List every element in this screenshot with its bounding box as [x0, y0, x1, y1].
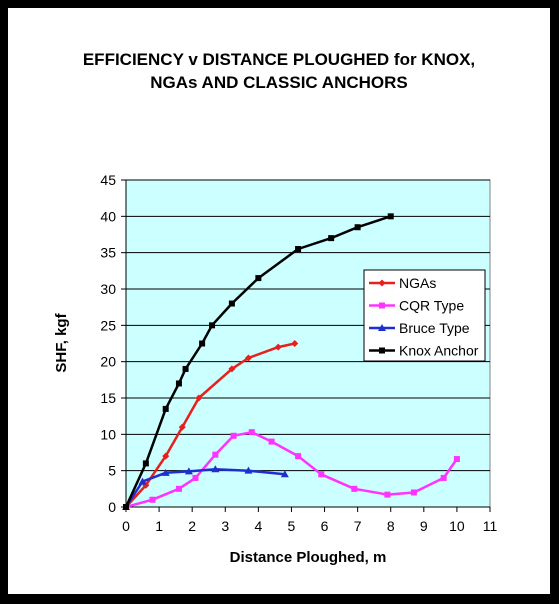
data-point-knox-anchor: [162, 405, 169, 412]
series-cqr-type: [123, 429, 460, 510]
x-tick-label: 10: [449, 518, 465, 534]
legend-label: Bruce Type: [399, 320, 470, 336]
data-point-knox-anchor: [387, 213, 394, 220]
y-tick-label: 15: [100, 390, 116, 406]
data-point-cqr-type: [212, 451, 219, 458]
data-point-knox-anchor: [295, 246, 302, 253]
x-tick-label: 5: [288, 518, 296, 534]
y-tick-label: 35: [100, 245, 116, 261]
data-point-cqr-type: [351, 485, 358, 492]
data-point-bruce-type: [161, 468, 170, 476]
data-point-knox-anchor: [228, 300, 235, 307]
x-tick-label: 7: [354, 518, 362, 534]
y-tick-label: 0: [108, 499, 116, 515]
x-tick-label: 3: [221, 518, 229, 534]
data-point-cqr-type: [453, 456, 460, 463]
legend-marker: [378, 324, 386, 331]
y-tick-label: 40: [100, 208, 116, 224]
legend-item-ngas: NGAs: [369, 275, 436, 291]
y-tick-label: 30: [100, 281, 116, 297]
legend: NGAs CQR Type Bruce Type Knox Anchor: [363, 269, 486, 362]
x-tick-label: 1: [155, 518, 163, 534]
data-point-ngas: [162, 452, 170, 460]
data-point-cqr-type: [192, 474, 199, 481]
data-point-cqr-type: [175, 485, 182, 492]
legend-label: NGAs: [399, 275, 436, 291]
data-point-ngas: [178, 423, 186, 431]
legend-item-knox-anchor: Knox Anchor: [369, 343, 479, 359]
data-point-ngas: [274, 343, 282, 351]
x-tick-label: 11: [483, 518, 498, 534]
chart-title: EFFICIENCY v DISTANCE PLOUGHED for KNOX,…: [8, 48, 550, 94]
y-axis-label: SHF, kgf: [53, 312, 70, 372]
data-point-knox-anchor: [199, 340, 206, 347]
data-point-knox-anchor: [328, 235, 335, 242]
y-tick-label: 10: [100, 426, 116, 442]
y-tick-label: 25: [100, 317, 116, 333]
series-ngas: [122, 340, 299, 511]
series-knox-anchor: [123, 213, 394, 510]
data-point-cqr-type: [410, 489, 417, 496]
data-point-cqr-type: [295, 453, 302, 460]
data-point-knox-anchor: [182, 365, 189, 372]
data-point-cqr-type: [149, 496, 156, 503]
legend-marker: [379, 347, 385, 354]
data-point-knox-anchor: [123, 504, 129, 510]
data-point-cqr-type: [440, 474, 447, 481]
x-tick-label: 6: [321, 518, 329, 534]
data-point-bruce-type: [280, 470, 289, 478]
x-tick-label: 4: [254, 518, 262, 534]
data-point-cqr-type: [248, 429, 255, 436]
data-point-knox-anchor: [142, 460, 149, 467]
data-point-bruce-type: [244, 466, 253, 474]
legend-item-bruce-type: Bruce Type: [369, 320, 470, 336]
legend-item-cqr-type: CQR Type: [369, 298, 464, 314]
series-group: [122, 213, 460, 511]
y-tick-label: 5: [108, 463, 116, 479]
data-point-ngas: [244, 354, 252, 362]
data-point-ngas: [195, 394, 203, 402]
legend-label: Knox Anchor: [399, 343, 479, 359]
legend-label: CQR Type: [399, 298, 464, 314]
x-tick-label: 9: [420, 518, 428, 534]
chart-title-line-1: EFFICIENCY v DISTANCE PLOUGHED for KNOX,: [82, 50, 476, 69]
data-point-cqr-type: [268, 438, 275, 445]
data-point-knox-anchor: [354, 224, 361, 231]
x-tick-label: 0: [122, 518, 130, 534]
data-point-cqr-type: [384, 491, 391, 498]
data-point-knox-anchor: [255, 275, 262, 282]
legend-box: [363, 269, 486, 362]
legend-marker: [379, 302, 385, 309]
data-point-bruce-type: [184, 467, 193, 475]
data-point-ngas: [228, 365, 236, 373]
data-point-cqr-type: [318, 471, 325, 478]
legend-marker: [378, 279, 386, 287]
data-point-cqr-type: [230, 432, 237, 439]
data-point-bruce-type: [138, 477, 147, 485]
data-point-ngas: [291, 340, 299, 347]
x-tick-label: 8: [387, 518, 395, 534]
data-point-knox-anchor: [209, 322, 216, 329]
data-point-knox-anchor: [175, 380, 182, 387]
y-tick-label: 45: [100, 172, 116, 188]
x-axis-label: Distance Ploughed, m: [230, 549, 387, 566]
y-tick-label: 20: [100, 354, 116, 370]
chart-title-line-2: NGAs AND CLASSIC ANCHORS: [150, 73, 408, 92]
axes: [121, 179, 491, 512]
x-tick-label: 2: [188, 518, 196, 534]
data-point-bruce-type: [211, 465, 220, 473]
